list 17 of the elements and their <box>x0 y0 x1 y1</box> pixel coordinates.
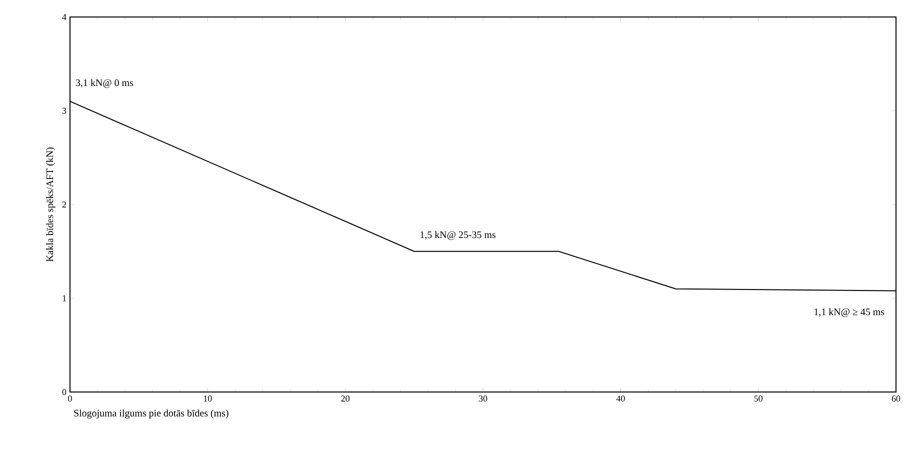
y-tick-label: 1 <box>62 295 66 302</box>
annotation: 3,1 kN@ 0 ms <box>76 79 134 88</box>
x-tick-label: 30 <box>478 396 488 402</box>
y-axis-title: Kakla bīdes spēks/AFT (kN) <box>46 148 56 262</box>
x-tick-label: 0 <box>68 396 72 402</box>
x-axis-title: Slogojuma ilgums pie dotās bīdes (ms) <box>74 409 228 419</box>
annotation: 1,1 kN@ ≥ 45 ms <box>814 308 884 318</box>
x-tick-label: 40 <box>616 396 625 402</box>
x-tick-label: 60 <box>892 396 900 402</box>
y-tick-label: 2 <box>62 202 66 208</box>
y-tick-label: 0 <box>62 388 66 396</box>
y-tick-label: 3 <box>62 108 66 114</box>
y-tick-label: 4 <box>62 14 66 20</box>
x-tick-label: 20 <box>341 396 350 402</box>
x-tick-label: 50 <box>754 396 762 402</box>
annotation: 1,5 kN@ 25-35 ms <box>420 231 496 240</box>
x-tick-label: 10 <box>204 396 212 402</box>
